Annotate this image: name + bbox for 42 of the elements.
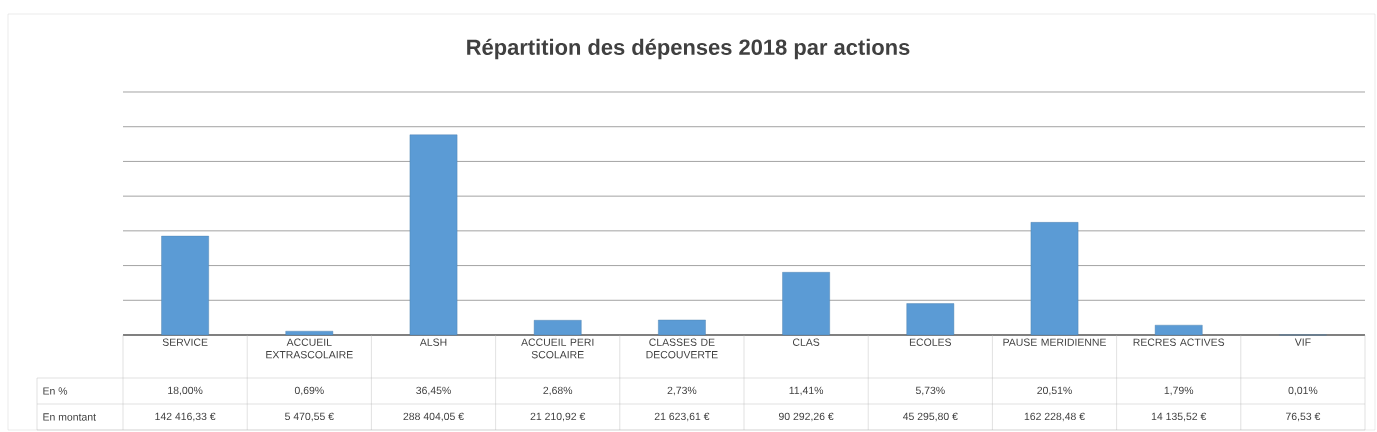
text: 0,69%	[294, 386, 324, 396]
x-tick-label: RECRES ACTIVES	[1133, 338, 1225, 346]
bar	[285, 331, 334, 336]
text: 5,73%	[915, 386, 945, 396]
data-label: 21 623,61 €	[654, 412, 710, 422]
x-tick-label: CLAS	[792, 338, 820, 346]
text: 36,45%	[416, 386, 451, 396]
data-label: 14 135,52 €	[1151, 412, 1207, 422]
text: 18,00%	[168, 386, 203, 396]
text: 20,51%	[1037, 386, 1072, 396]
text: 2,68%	[543, 386, 573, 396]
bar	[1030, 222, 1079, 336]
chart-title: Répartition des dépenses 2018 par actions	[467, 38, 910, 60]
text: 2,73%	[667, 386, 697, 396]
data-label: 45 295,80 €	[902, 412, 958, 422]
data-label: 21 210,92 €	[530, 412, 586, 422]
data-label: 76,53 €	[1285, 412, 1321, 422]
bar	[161, 235, 209, 336]
text: 11,41%	[789, 386, 824, 396]
bar	[658, 319, 706, 336]
text: En montant	[43, 413, 96, 421]
data-label: 142 416,33 €	[155, 412, 216, 422]
data-label: 5 470,55 €	[285, 412, 334, 422]
x-tick-label: PAUSE MERIDIENNE	[1003, 338, 1106, 346]
data-label: 90 292,26 €	[778, 412, 834, 422]
data-label: 288 404,05 €	[403, 412, 464, 422]
x-tick-label: CLASSES DE DECOUVERTE	[646, 338, 718, 359]
x-tick-label: ACCUEIL PERI SCOLAIRE	[521, 338, 594, 359]
x-tick-label: VIF	[1294, 338, 1311, 346]
bar	[409, 134, 458, 336]
text: 0,01%	[1288, 386, 1318, 396]
text: En %	[43, 387, 68, 395]
x-tick-label: SERVICE	[162, 338, 208, 346]
bar	[1154, 324, 1203, 336]
data-label: 162 228,48 €	[1024, 412, 1085, 422]
x-tick-label: ECOLES	[909, 338, 952, 346]
x-tick-label: ALSH	[419, 338, 447, 346]
bar	[782, 272, 830, 336]
bar	[906, 303, 955, 336]
text: 1,79%	[1164, 386, 1194, 396]
bar	[533, 320, 582, 336]
x-tick-label: ACCUEIL EXTRASCOLAIRE	[266, 338, 353, 359]
